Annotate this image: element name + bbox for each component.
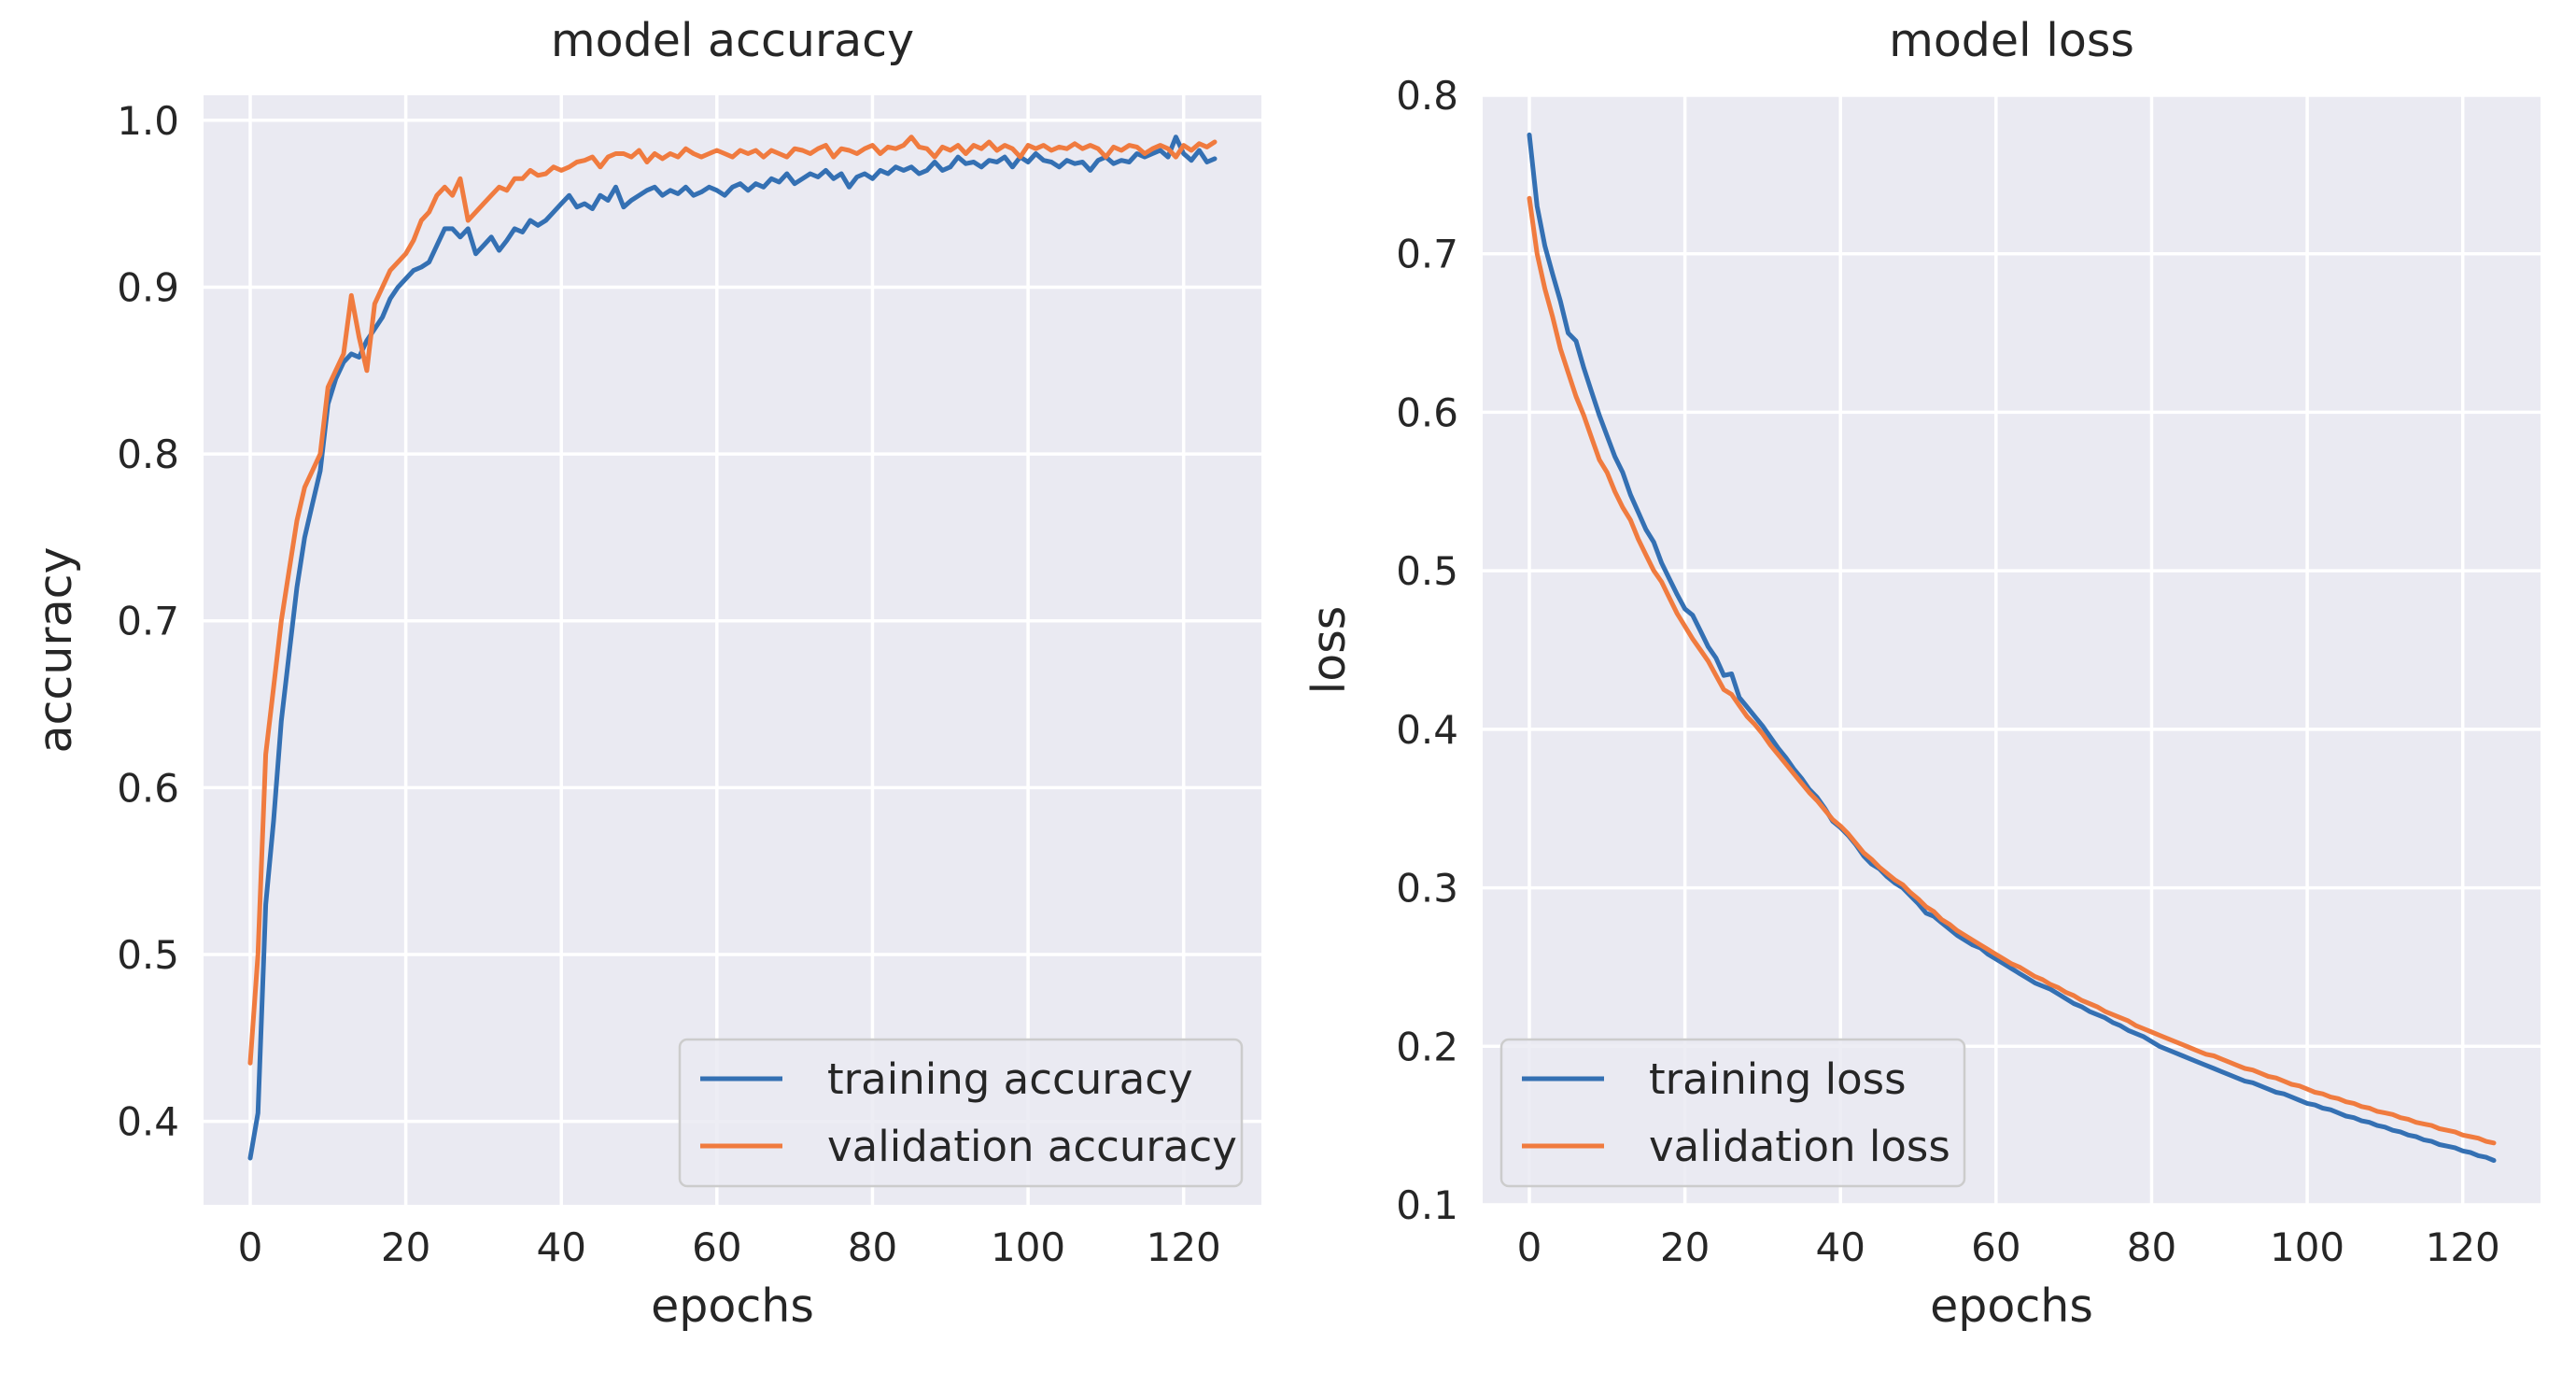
plot-area xyxy=(204,95,1261,1205)
x-tick-label: 0 xyxy=(1517,1224,1542,1270)
chart-title: model loss xyxy=(1889,14,2134,67)
series-line-training-accuracy xyxy=(247,134,1218,1161)
y-axis-label: loss xyxy=(1302,606,1356,695)
x-tick-label: 60 xyxy=(692,1224,741,1270)
legend-box xyxy=(678,1038,1244,1188)
legend: training loss validation loss xyxy=(1499,1038,1966,1188)
legend-label: training loss xyxy=(1649,1054,1907,1104)
series-line-validation-accuracy xyxy=(247,134,1218,1066)
x-tick-label: 60 xyxy=(1971,1224,2020,1270)
legend-box xyxy=(1499,1038,1966,1188)
y-tick-label: 1.0 xyxy=(117,98,179,144)
series-line-validation-loss xyxy=(1527,195,2497,1146)
y-tick-label: 0.6 xyxy=(1396,389,1458,435)
x-tick-label: 100 xyxy=(2270,1224,2344,1270)
y-axis-label: accuracy xyxy=(29,546,82,753)
x-axis-label: epochs xyxy=(1930,1280,2093,1333)
y-tick-label: 0.9 xyxy=(117,264,179,310)
plot-area xyxy=(1483,95,2541,1205)
y-tick-label: 0.8 xyxy=(1396,73,1458,119)
y-tick-label: 0.7 xyxy=(1396,232,1458,277)
chart-title: model accuracy xyxy=(551,14,914,67)
x-tick-label: 40 xyxy=(1815,1224,1865,1270)
x-tick-label: 80 xyxy=(2127,1224,2176,1270)
legend-label: validation loss xyxy=(1649,1122,1950,1171)
legend-label: training accuracy xyxy=(827,1054,1193,1104)
y-tick-label: 0.3 xyxy=(1396,866,1458,912)
y-tick-label: 0.6 xyxy=(117,765,179,811)
x-tick-label: 20 xyxy=(381,1224,430,1270)
x-tick-label: 40 xyxy=(536,1224,585,1270)
y-tick-label: 0.8 xyxy=(117,431,179,477)
x-axis-label: epochs xyxy=(651,1280,814,1333)
x-tick-label: 20 xyxy=(1660,1224,1710,1270)
y-tick-label: 0.2 xyxy=(1396,1024,1458,1069)
y-tick-label: 0.5 xyxy=(117,932,179,978)
chart-panel-1: 0 20 40 60 80 100 120 0.4 0.5 0.6 0.7 0.8 0.9 1.0 mode… xyxy=(29,14,1261,1333)
x-tick-label: 120 xyxy=(2426,1224,2500,1270)
legend-label: validation accuracy xyxy=(827,1122,1237,1171)
series-line-training-loss xyxy=(1527,132,2497,1163)
x-tick-label: 100 xyxy=(991,1224,1065,1270)
x-tick-label: 80 xyxy=(848,1224,897,1270)
y-tick-label: 0.5 xyxy=(1396,548,1458,594)
y-tick-label: 0.4 xyxy=(1396,707,1458,753)
legend: training accuracy validation accuracy xyxy=(678,1038,1244,1188)
x-tick-label: 0 xyxy=(238,1224,263,1270)
chart-panel-2: 0 20 40 60 80 100 120 0.1 0.2 0.3 0.4 0.5 0.6 0.7 0.8 m… xyxy=(1302,14,2541,1333)
y-tick-label: 0.4 xyxy=(117,1099,179,1145)
x-tick-label: 120 xyxy=(1147,1224,1221,1270)
y-tick-label: 0.7 xyxy=(117,599,179,644)
y-tick-label: 0.1 xyxy=(1396,1182,1458,1228)
